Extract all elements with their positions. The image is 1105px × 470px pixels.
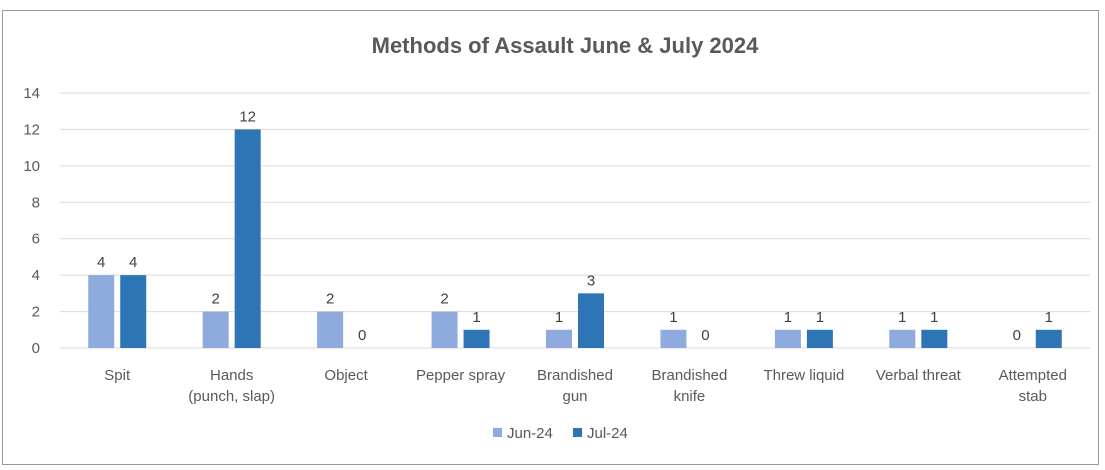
- category-label: Object: [324, 367, 368, 384]
- data-label: 1: [555, 309, 563, 326]
- y-tick-label: 12: [23, 121, 40, 138]
- bar-jun-24: [546, 329, 572, 348]
- y-axis-ticks: 0 2 4 6 8 10 12 14: [23, 85, 40, 357]
- data-label: 4: [97, 254, 105, 271]
- bar-jul-24: [463, 329, 490, 348]
- bar-jun-24: [202, 311, 229, 348]
- data-label: 2: [326, 291, 334, 308]
- gridlines: [60, 92, 1090, 349]
- bar-jul-24: [120, 275, 147, 348]
- bar-jun-24: [774, 329, 801, 348]
- y-tick-label: 8: [32, 194, 40, 211]
- legend-label: Jun-24: [507, 425, 553, 442]
- category-label: (punch, slap): [188, 388, 275, 405]
- data-label: 0: [701, 327, 709, 344]
- bar-jul-24: [806, 329, 833, 348]
- data-label: 1: [1045, 309, 1053, 326]
- chart-title: Methods of Assault June & July 2024: [372, 33, 759, 58]
- bar-jul-24: [578, 293, 604, 348]
- data-label: 1: [784, 309, 792, 326]
- data-label: 0: [1013, 327, 1021, 344]
- data-label: 3: [587, 272, 595, 289]
- x-axis-categories: Spit Hands (punch, slap) Object Pepper spray…: [104, 367, 1067, 405]
- bars: [88, 129, 1062, 348]
- bar-jul-24: [1035, 329, 1062, 348]
- data-label: 1: [930, 309, 938, 326]
- category-label: Attempted: [999, 367, 1067, 384]
- data-label: 1: [816, 309, 824, 326]
- bar-jun-24: [317, 311, 344, 348]
- data-label: 1: [472, 309, 480, 326]
- data-label: 12: [239, 108, 256, 125]
- y-tick-label: 2: [32, 304, 40, 321]
- category-label: Verbal threat: [876, 367, 962, 384]
- chart-frame: [2, 10, 1099, 465]
- y-tick-label: 6: [32, 231, 40, 248]
- legend-label: Jul-24: [587, 425, 628, 442]
- bar-jun-24: [889, 329, 916, 348]
- bar-jun-24: [88, 275, 115, 348]
- category-label: stab: [1019, 388, 1047, 405]
- legend-swatch: [493, 428, 502, 437]
- bar-jun-24: [431, 311, 458, 348]
- y-tick-label: 4: [32, 267, 40, 284]
- y-tick-label: 0: [32, 340, 40, 357]
- bar-jul-24: [921, 329, 948, 348]
- data-label: 2: [440, 291, 448, 308]
- data-label: 1: [669, 309, 677, 326]
- data-label: 4: [129, 254, 137, 271]
- bar-jul-24: [234, 129, 261, 348]
- category-label: Pepper spray: [416, 367, 506, 384]
- category-label: Hands: [210, 367, 253, 384]
- data-label: 1: [898, 309, 906, 326]
- category-label: Brandished: [651, 367, 727, 384]
- category-label: knife: [674, 388, 706, 405]
- legend: Jun-24 Jul-24: [493, 425, 628, 442]
- data-labels: 4 4 2 12 2 0 2 1 1 3 1 0 1 1 1 1 0 1: [97, 108, 1053, 344]
- data-label: 0: [358, 327, 366, 344]
- category-label: Threw liquid: [763, 367, 844, 384]
- y-tick-label: 14: [23, 85, 40, 102]
- y-tick-label: 10: [23, 158, 40, 175]
- category-label: Spit: [104, 367, 131, 384]
- category-label: Brandished: [537, 367, 613, 384]
- data-label: 2: [211, 291, 219, 308]
- legend-swatch: [573, 428, 582, 437]
- bar-jun-24: [660, 329, 687, 348]
- category-label: gun: [562, 388, 587, 405]
